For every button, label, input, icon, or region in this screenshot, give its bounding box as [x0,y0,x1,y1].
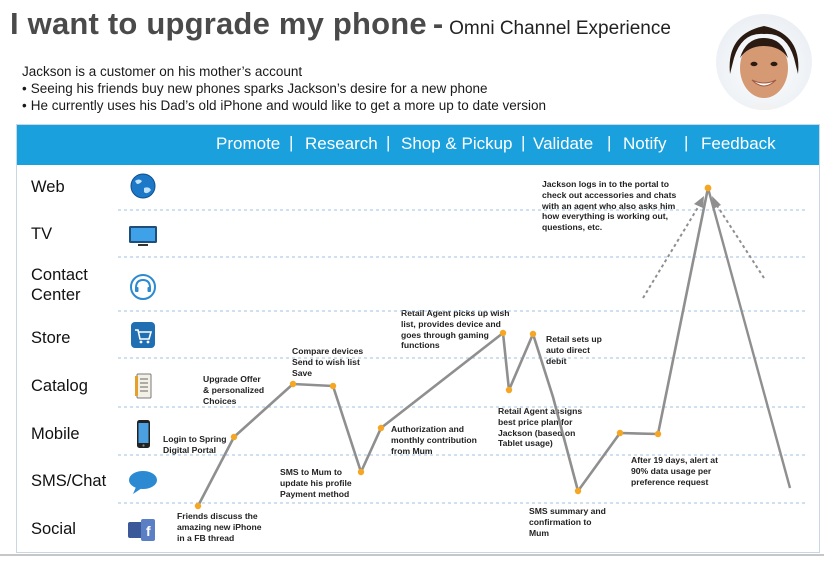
note-sms-summary: SMS summary and confirmation to Mum [529,506,606,538]
intro-bullet: • He currently uses his Dad’s old iPhone … [22,98,547,113]
note-portal-chat: Jackson logs in to the portal to check ou… [542,179,677,233]
note-price-plan: Retail Agent assigns best price plan for J… [498,406,583,449]
facebook-icon: f [127,516,159,544]
journey-board: Promote | Research | Shop & Pickup | Val… [16,124,820,553]
note-retail-debit: Retail sets up auto direct debit [546,334,602,366]
journey-point [499,329,507,337]
journey-points [194,184,712,510]
channel-dividers [118,209,806,504]
note-data-alert: After 19 days, alert at 90% data usage pe… [631,455,718,487]
journey-point [654,430,662,438]
channel-tv: TV [31,225,53,243]
journey-point [230,433,238,441]
channel-contact-center: Contact Center [31,266,88,304]
journey-point [329,382,337,390]
intro-bullet: • Seeing his friends buy new phones spark… [22,81,488,96]
stage-separator: | [521,133,526,152]
stage-bar: Promote | Research | Shop & Pickup | Val… [17,125,819,165]
stage-separator: | [289,133,294,152]
intro-line: Jackson is a customer on his mother’s ac… [22,64,303,79]
dashed-arrow-head [694,196,704,208]
note-login-portal: Login to Spring Digital Portal [163,434,227,455]
note-friends-fb: Friends discuss the amazing new iPhone in … [177,511,262,543]
stage-notify: Notify [623,134,667,153]
svg-text:f: f [146,523,151,539]
journey-point [616,429,624,437]
note-authorization: Authorization and monthly contribution fro… [391,424,477,456]
catalog-icon [127,372,159,400]
feedback-descent [706,187,792,489]
bottom-rule [0,554,824,556]
journey-point [574,487,582,495]
note-sms-mum: SMS to Mum to update his profile Payment m… [280,467,352,499]
channel-store: Store [31,329,71,347]
channel-sms-chat: SMS/Chat [31,472,107,490]
tv-icon [127,221,159,249]
journey-path [196,187,710,507]
headset-icon [127,273,159,301]
smartphone-icon [127,420,159,448]
note-compare-devices: Compare devices Send to wish list Save [292,346,364,378]
journey-point [704,184,712,192]
journey-point [357,468,365,476]
title-dash: - [432,6,444,41]
stage-shop-pickup: Shop & Pickup [401,134,513,153]
journey-point [505,386,513,394]
page-title: I want to upgrade my phone - Omni Channel … [10,6,671,42]
note-upgrade-offer: Upgrade Offer & personalized Choices [203,374,265,406]
journey-point [529,330,537,338]
globe-icon [127,172,159,200]
title-main: I want to upgrade my phone [10,6,427,41]
channel-web: Web [31,178,65,196]
channel-mobile: Mobile [31,425,80,443]
journey-point [289,380,297,388]
stage-validate: Validate [533,134,594,153]
stage-feedback: Feedback [701,134,776,153]
dashed-arrow-shaft [642,203,701,299]
channel-social: Social [31,520,76,538]
channel-catalog: Catalog [31,377,88,395]
title-subtitle: Omni Channel Experience [449,18,671,39]
stage-separator: | [607,133,612,152]
dashed-arrow-head [712,196,721,209]
chat-bubble-icon [127,468,159,496]
journey-point [194,502,202,510]
customer-portrait [716,14,812,110]
stage-research: Research [305,134,378,153]
journey-point [377,424,385,432]
stage-separator: | [386,133,391,152]
persona-intro: Jackson is a customer on his mother’s ac… [22,63,546,114]
cart-icon [127,321,159,349]
stage-promote: Promote [216,134,281,153]
note-retail-agent: Retail Agent picks up wish list, provides… [401,308,510,351]
dashed-arrow-shaft [715,203,765,279]
stage-separator: | [684,133,689,152]
